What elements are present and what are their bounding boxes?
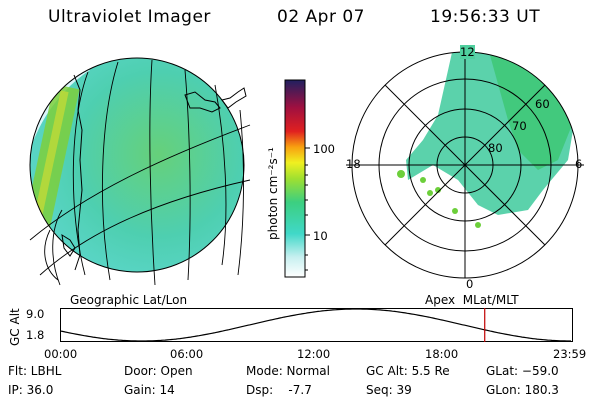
- lat-label-80: 80: [488, 141, 503, 155]
- lat-label-60: 60: [535, 97, 550, 111]
- clock-label-12: 12: [460, 45, 475, 59]
- colorbar-unit-label: photon cm⁻²s⁻¹: [266, 147, 280, 240]
- polar-emission: [397, 52, 578, 228]
- timeline-xtick-1: 06:00: [170, 347, 204, 361]
- altitude-timeline: [60, 308, 573, 342]
- timeline-xtick-0: 00:00: [44, 347, 78, 361]
- polar-mlat-mlt-plot: [346, 51, 584, 279]
- date-label: 02 Apr 07: [277, 7, 365, 27]
- clock-label-6: 6: [575, 157, 583, 171]
- altitude-curve: [60, 308, 571, 342]
- clock-label-0: 0: [466, 277, 474, 291]
- uv-emission-disk: [30, 58, 244, 272]
- status-ip: IP: 36.0: [8, 383, 54, 397]
- lat-lon-grid: [29, 59, 251, 286]
- status-glon: GLon: 180.3: [486, 383, 559, 397]
- status-mode: Mode: Normal: [246, 364, 330, 378]
- timeline-ytick-min: 1.8: [26, 328, 45, 342]
- coastline: [61, 74, 247, 271]
- status-seq: Seq: 39: [366, 383, 412, 397]
- apex-caption: Apex MLat/MLT: [425, 293, 519, 307]
- colorbar-tick-10: 10: [313, 229, 328, 243]
- status-gain: Gain: 14: [124, 383, 175, 397]
- status-glat: GLat: −59.0: [486, 364, 559, 378]
- timeline-xtick-3: 18:00: [425, 347, 459, 361]
- status-dsp: Dsp: -7.7: [246, 383, 312, 397]
- polar-grid: [346, 51, 584, 279]
- timeline-ytick-max: 9.0: [26, 307, 45, 321]
- status-door: Door: Open: [124, 364, 193, 378]
- clock-label-18: 18: [346, 157, 361, 171]
- colorbar-tick-100: 100: [313, 142, 335, 156]
- lat-label-70: 70: [512, 119, 527, 133]
- geographic-map: [29, 57, 251, 286]
- timeline-ylabel: GC Alt: [8, 308, 22, 346]
- geographic-caption: Geographic Lat/Lon: [70, 293, 188, 307]
- timeline-xtick-2: 12:00: [297, 347, 331, 361]
- instrument-title: Ultraviolet Imager: [48, 7, 211, 27]
- timeline-xtick-4: 23:59: [553, 347, 587, 361]
- time-label: 19:56:33 UT: [430, 7, 541, 27]
- status-gc-alt: GC Alt: 5.5 Re: [366, 364, 450, 378]
- status-filter: Flt: LBHL: [8, 364, 62, 378]
- colorbar: [284, 79, 310, 278]
